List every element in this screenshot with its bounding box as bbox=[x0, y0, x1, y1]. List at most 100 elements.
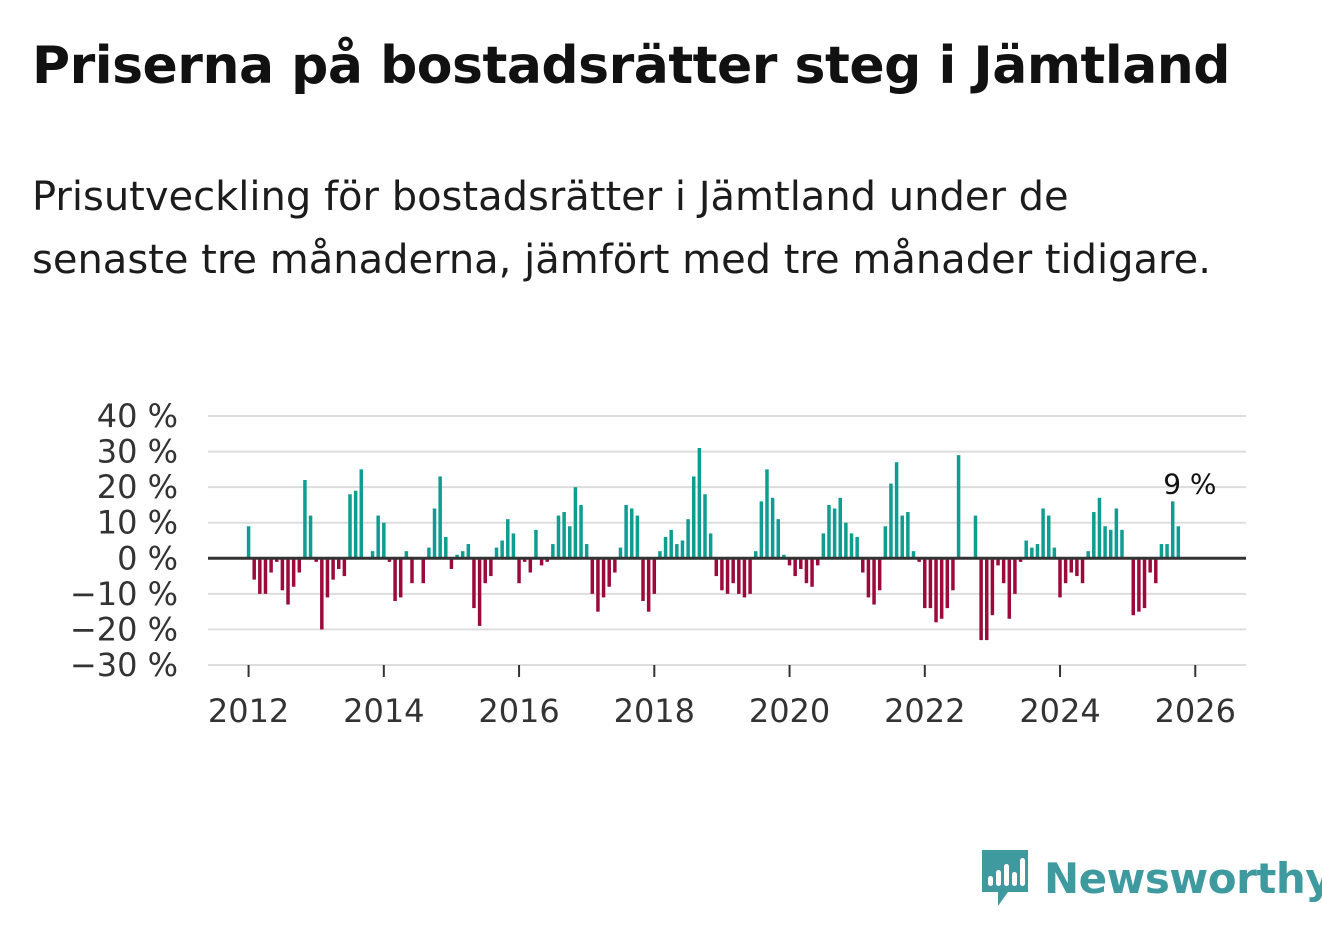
bar bbox=[787, 558, 792, 566]
y-tick-label: −10 % bbox=[70, 575, 178, 613]
bar bbox=[646, 558, 651, 612]
bar bbox=[303, 480, 307, 559]
bar bbox=[1007, 558, 1012, 619]
bar bbox=[630, 508, 634, 559]
bar bbox=[314, 558, 318, 562]
bar bbox=[534, 529, 538, 559]
bar bbox=[275, 558, 279, 562]
bar bbox=[720, 558, 724, 591]
y-tick-label: −30 % bbox=[70, 646, 178, 684]
bar bbox=[624, 504, 628, 559]
bar bbox=[810, 558, 814, 587]
bar bbox=[849, 533, 854, 559]
bar bbox=[725, 558, 730, 594]
bar bbox=[872, 558, 876, 605]
bar bbox=[348, 494, 352, 559]
bar bbox=[714, 558, 719, 577]
bar bbox=[1154, 558, 1158, 584]
bar bbox=[770, 497, 775, 559]
brand-name: Newsworthy bbox=[1044, 853, 1322, 903]
bar bbox=[1069, 558, 1074, 573]
newsworthy-logo-icon bbox=[982, 850, 1028, 906]
bar bbox=[1092, 512, 1096, 559]
bar bbox=[658, 551, 662, 559]
bar bbox=[737, 558, 741, 594]
bar bbox=[545, 558, 549, 562]
bar bbox=[551, 544, 555, 559]
bar bbox=[945, 558, 950, 609]
bar bbox=[280, 558, 285, 591]
last-value-label: 9 % bbox=[1163, 467, 1216, 500]
bar bbox=[1097, 497, 1102, 559]
bar bbox=[1176, 526, 1181, 559]
bar bbox=[584, 544, 589, 559]
bar bbox=[1046, 515, 1051, 559]
y-tick-label: 40 % bbox=[97, 397, 178, 435]
bar bbox=[799, 558, 803, 569]
bar bbox=[1018, 558, 1023, 562]
x-axis: 2012 2014 2016 2018 2020 2022 2024 2026 bbox=[208, 665, 1236, 730]
y-tick-label: 30 % bbox=[97, 433, 178, 471]
bar bbox=[917, 558, 921, 562]
bar bbox=[1058, 558, 1062, 598]
bar bbox=[393, 558, 397, 601]
bar bbox=[573, 487, 578, 559]
bar bbox=[866, 558, 871, 598]
bar bbox=[398, 558, 403, 598]
bar bbox=[320, 558, 324, 630]
bar bbox=[1165, 544, 1169, 559]
bar bbox=[990, 558, 995, 616]
bar bbox=[466, 544, 471, 559]
bar bbox=[1114, 508, 1119, 559]
bar bbox=[387, 558, 392, 562]
bar bbox=[404, 551, 409, 559]
x-tick-label: 2014 bbox=[343, 692, 424, 730]
bar bbox=[1086, 551, 1090, 559]
bar bbox=[506, 519, 510, 559]
bar bbox=[934, 558, 938, 623]
bar bbox=[359, 469, 364, 559]
bar bbox=[652, 558, 657, 594]
newsworthy-logo: Newsworthy bbox=[980, 848, 1322, 908]
bar bbox=[483, 558, 487, 584]
bar bbox=[691, 476, 696, 559]
bar bbox=[703, 494, 707, 559]
y-tick-label: 20 % bbox=[97, 468, 178, 506]
bar bbox=[269, 558, 273, 573]
chart-subtitle: Prisutveckling för bostadsrätter i Jämtl… bbox=[32, 174, 1211, 283]
bar bbox=[985, 558, 989, 641]
bar bbox=[432, 508, 437, 559]
bar bbox=[308, 515, 313, 559]
x-tick-label: 2024 bbox=[1019, 692, 1100, 730]
bar bbox=[641, 558, 645, 601]
bar bbox=[889, 483, 893, 559]
bar bbox=[911, 551, 916, 559]
x-tick-label: 2026 bbox=[1155, 692, 1236, 730]
bar bbox=[776, 519, 780, 559]
bar bbox=[590, 558, 595, 594]
bar bbox=[1001, 558, 1006, 584]
bar bbox=[438, 476, 442, 559]
bar bbox=[562, 512, 566, 559]
bar bbox=[1159, 544, 1164, 559]
bar bbox=[855, 536, 859, 559]
bar bbox=[252, 558, 256, 580]
bar bbox=[939, 558, 944, 619]
bar bbox=[613, 558, 617, 573]
bar bbox=[1103, 526, 1107, 559]
bar bbox=[382, 522, 386, 559]
bar bbox=[1035, 544, 1040, 559]
bar bbox=[618, 547, 623, 559]
bar bbox=[1052, 547, 1057, 559]
bar bbox=[731, 558, 735, 584]
x-tick-label: 2016 bbox=[478, 692, 559, 730]
bar bbox=[489, 558, 493, 577]
x-tick-label: 2022 bbox=[884, 692, 965, 730]
bar bbox=[1075, 558, 1079, 577]
bar bbox=[1024, 540, 1028, 559]
y-tick-label: 10 % bbox=[97, 504, 178, 542]
gridlines bbox=[208, 415, 1246, 666]
bar bbox=[821, 533, 826, 559]
bar bbox=[675, 544, 679, 559]
bar bbox=[956, 455, 961, 559]
